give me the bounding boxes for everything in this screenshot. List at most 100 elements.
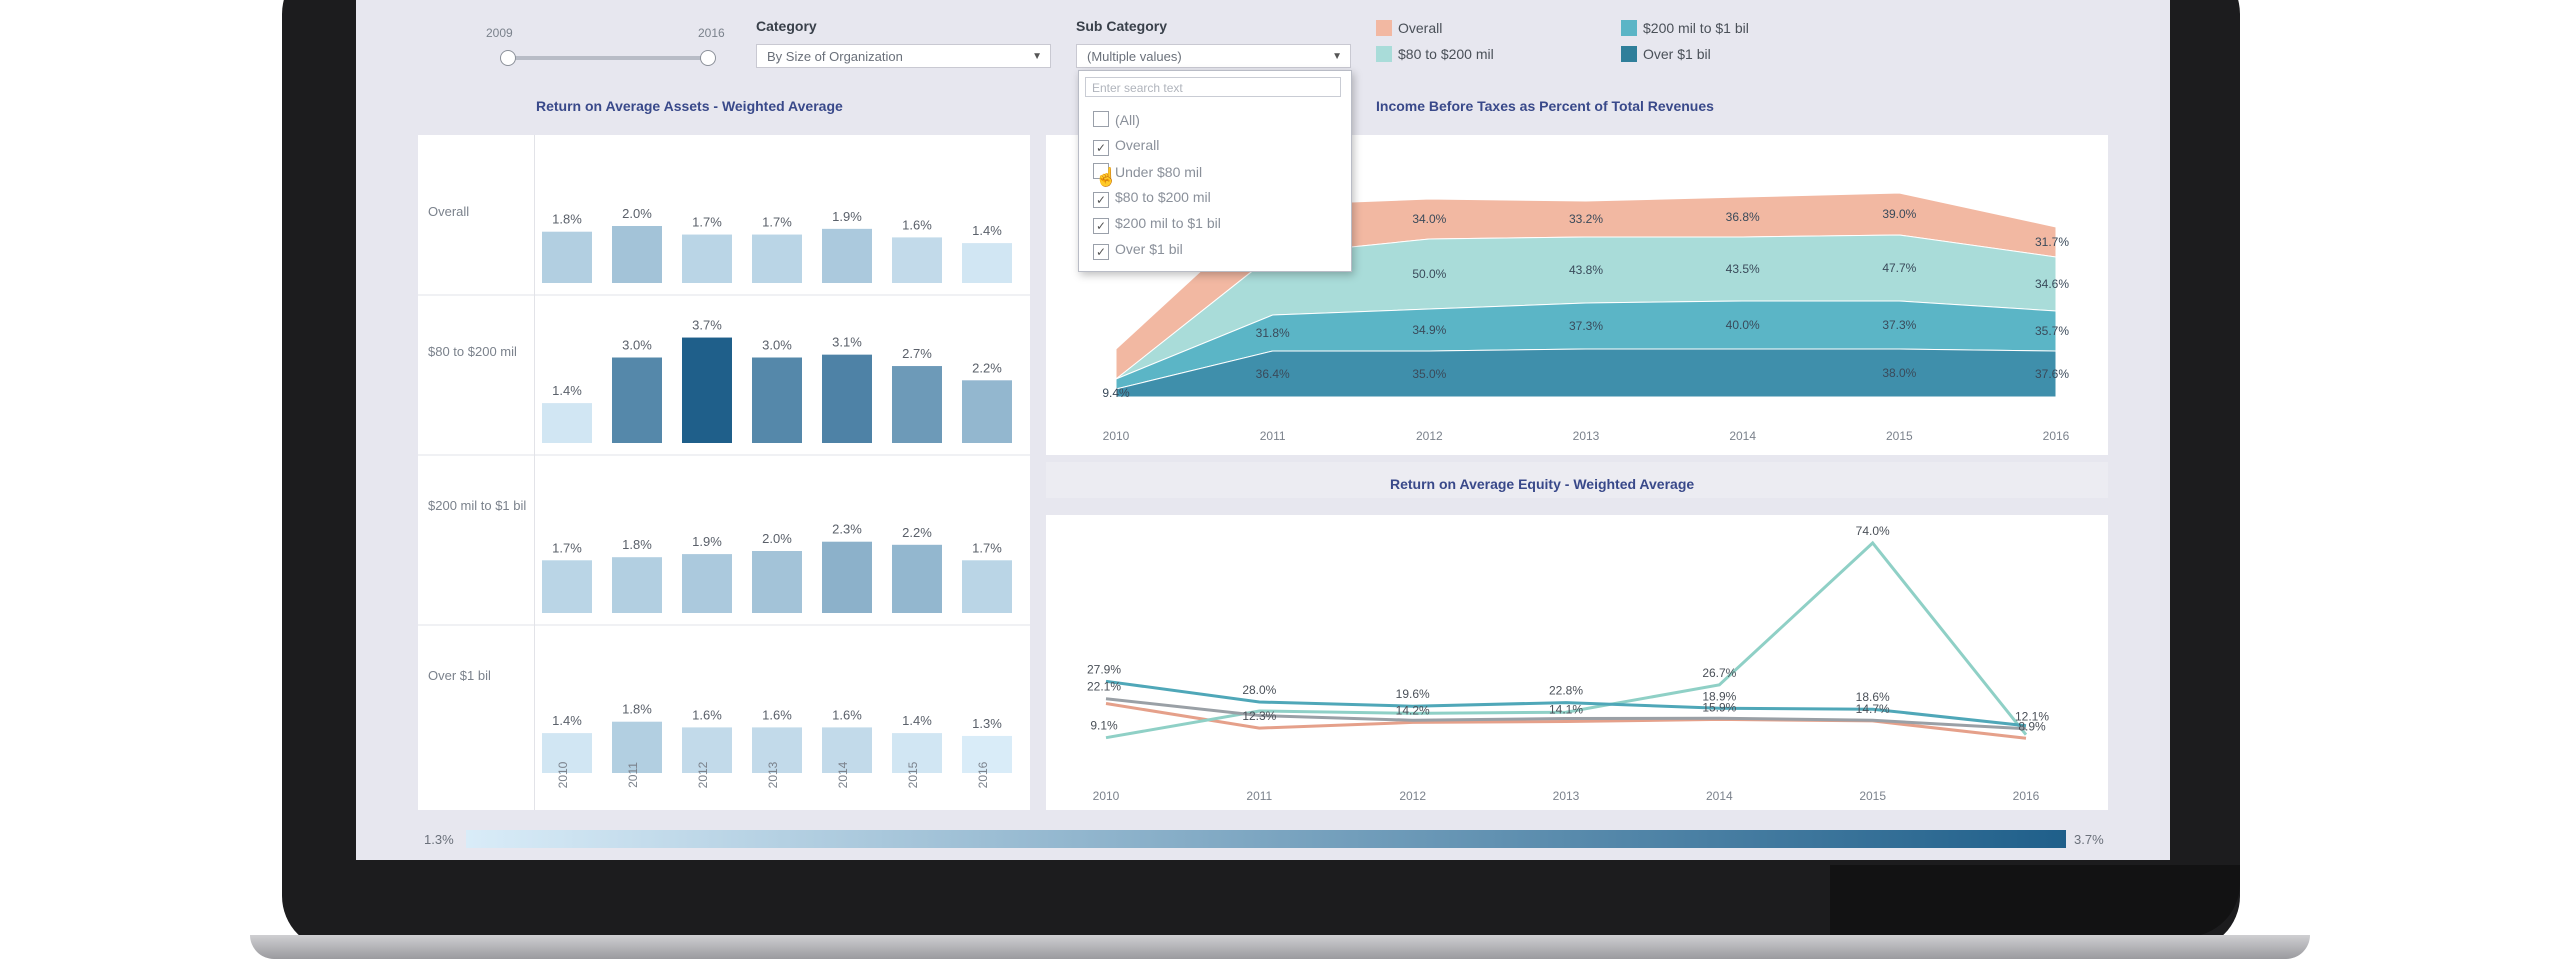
category-label: Category [756, 18, 817, 34]
roa-bar [752, 234, 802, 283]
roe-data-label: 18.9% [1702, 689, 1736, 703]
roa-bar [612, 357, 662, 443]
legend-item-80-200[interactable]: $80 to $200 mil [1376, 46, 1494, 62]
laptop-hinge [1830, 865, 2240, 937]
roe-data-label: 15.9% [1702, 700, 1736, 714]
roa-bar [682, 554, 732, 613]
income-chart-title: Income Before Taxes as Percent of Total … [1376, 98, 1714, 114]
roa-bar-chart: 1.8% 2.0% 1.7% 1.7% 1.9% 1.6% 1.4% 1.4% 3.0% 3.7%… [418, 206, 1030, 788]
legend-label: $200 mil to $1 bil [1643, 20, 1749, 36]
sub-category-option-80-200[interactable]: ✓ $80 to $200 mil [1093, 189, 1211, 208]
income-data-label: 39.0% [1882, 207, 1916, 221]
roa-bar [962, 560, 1012, 613]
category-select-value: By Size of Organization [767, 49, 903, 64]
roe-data-label: 27.9% [1087, 662, 1121, 676]
roa-bar-label: 1.7% [972, 540, 1002, 555]
income-data-label: 31.7% [2035, 235, 2069, 249]
roa-bar [612, 721, 662, 773]
roa-bar-label: 1.6% [692, 707, 722, 722]
roe-year-tick: 2012 [1399, 789, 1426, 803]
year-slider-min-handle[interactable] [500, 50, 516, 66]
roa-bar-label: 3.7% [692, 318, 722, 333]
income-data-label: 35.7% [2035, 324, 2069, 338]
color-legend-gradient [466, 830, 2066, 848]
year-slider-track[interactable] [506, 56, 706, 60]
category-select[interactable]: By Size of Organization ▼ [756, 44, 1051, 68]
roa-year-tick: 2011 [626, 762, 640, 788]
roa-bar [682, 337, 732, 443]
roe-year-tick: 2010 [1093, 789, 1120, 803]
roa-row-label-overall: Overall [428, 204, 470, 219]
roa-year-tick: 2010 [556, 761, 570, 788]
roe-data-label: 28.0% [1242, 683, 1276, 697]
sub-category-option-over-1bil[interactable]: ✓ Over $1 bil [1093, 241, 1183, 260]
roe-chart-title: Return on Average Equity - Weighted Aver… [1390, 476, 1695, 492]
sub-category-select[interactable]: (Multiple values) ▼ [1076, 44, 1351, 68]
roa-bar [892, 733, 942, 773]
roe-data-label: 19.6% [1396, 687, 1430, 701]
year-slider[interactable]: 2009 2016 [466, 20, 746, 70]
roe-data-label: 12.3% [1242, 709, 1276, 723]
roa-bar-label: 2.2% [972, 360, 1002, 375]
sub-category-option-under-80[interactable]: Under $80 mil [1093, 163, 1202, 180]
roa-bar [892, 237, 942, 283]
roa-bar [822, 228, 872, 283]
income-data-label: 36.8% [1726, 210, 1760, 224]
roa-bar [752, 357, 802, 443]
roe-year-tick: 2011 [1246, 789, 1272, 803]
roa-bar-label: 1.8% [622, 702, 652, 717]
income-data-label: 34.9% [1412, 323, 1446, 337]
year-slider-max-handle[interactable] [700, 50, 716, 66]
legend-item-over-1bil[interactable]: Over $1 bil [1621, 46, 1711, 62]
roa-row-label-over-1bil: Over $1 bil [428, 668, 491, 683]
roe-data-label: 22.8% [1549, 684, 1583, 698]
roa-year-tick: 2013 [766, 761, 780, 788]
roa-year-tick: 2015 [906, 761, 920, 788]
roa-bar [682, 727, 732, 773]
dashboard-screen: 2009 2016 Category By Size of Organizati… [356, 0, 2170, 860]
roa-bar [682, 234, 732, 283]
roa-bar-label: 2.7% [902, 346, 932, 361]
roa-bar-label: 1.4% [902, 713, 932, 728]
roa-bar-label: 3.0% [762, 338, 792, 353]
legend-item-overall[interactable]: Overall [1376, 20, 1442, 36]
income-data-label: 9.4% [1102, 386, 1130, 400]
income-data-label: 34.0% [1412, 212, 1446, 226]
roa-year-tick: 2014 [836, 761, 850, 788]
roa-bar-label: 1.3% [972, 716, 1002, 731]
roa-year-tick: 2016 [976, 761, 990, 788]
year-slider-min-label: 2009 [486, 26, 513, 40]
roe-line-chart: 27.9% 22.1% 9.1% 28.0% 12.3% 19.6% 14.2% 22.8% 1… [1087, 524, 2049, 803]
income-year-tick: 2012 [1416, 429, 1443, 443]
roa-bar-label: 3.0% [622, 338, 652, 353]
legend-item-200-1bil[interactable]: $200 mil to $1 bil [1621, 20, 1749, 36]
roe-data-label: 9.1% [1090, 719, 1118, 733]
legend-swatch [1621, 46, 1637, 62]
roa-bar-label: 2.2% [902, 525, 932, 540]
income-data-label: 43.8% [1569, 263, 1603, 277]
legend-label: Overall [1398, 20, 1443, 36]
roe-year-tick: 2013 [1553, 789, 1580, 803]
sub-category-option-all[interactable]: (All) [1093, 111, 1140, 128]
mouse-cursor-icon: ☝ [1095, 167, 1118, 187]
income-data-label: 50.0% [1412, 267, 1446, 281]
income-year-tick: 2015 [1886, 429, 1913, 443]
income-area-over-1-bil [1115, 348, 2057, 398]
roe-line-over-1-bil [1105, 697, 2027, 731]
roa-bar [542, 231, 592, 283]
income-year-tick: 2013 [1573, 429, 1600, 443]
roe-year-tick: 2015 [1859, 789, 1886, 803]
roa-bar-label: 3.1% [832, 335, 862, 350]
roa-bar-label: 1.9% [832, 209, 862, 224]
roa-bar-label: 1.7% [762, 215, 792, 230]
sub-category-option-overall[interactable]: ✓ Overall [1093, 137, 1159, 156]
legend-label: $80 to $200 mil [1398, 46, 1494, 62]
roa-bar [752, 551, 802, 613]
roa-bar-label: 1.8% [622, 537, 652, 552]
roa-bar-label: 1.6% [762, 707, 792, 722]
roa-bar [822, 541, 872, 613]
sub-category-option-200-1bil[interactable]: ✓ $200 mil to $1 bil [1093, 215, 1221, 234]
income-year-tick: 2010 [1103, 429, 1130, 443]
sub-category-search-input[interactable]: Enter search text [1085, 77, 1341, 97]
income-data-label: 37.3% [1569, 319, 1603, 333]
